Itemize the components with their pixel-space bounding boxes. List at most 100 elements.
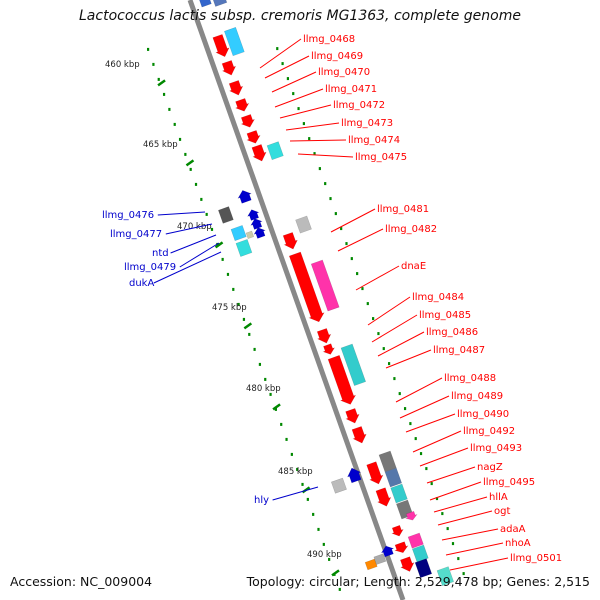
gene-box	[407, 532, 424, 549]
label-leader-line	[405, 413, 456, 433]
gene-arrow	[251, 143, 267, 162]
gene-arrow	[288, 251, 325, 323]
scale-tick-dot	[281, 62, 284, 66]
scale-major-tick	[331, 569, 340, 577]
gene-feature	[393, 541, 409, 554]
gene-feature	[378, 450, 397, 473]
label-leader-line	[272, 486, 319, 501]
gene-label-ntd: ntd	[152, 248, 169, 259]
label-leader-line	[449, 557, 509, 571]
label-leader-line	[419, 447, 469, 467]
scale-tick-dot	[173, 122, 176, 126]
scale-tick-dot	[200, 197, 203, 201]
gene-label-llmg_0468: llmg_0468	[303, 34, 355, 45]
gene-feature	[400, 556, 415, 572]
gene-feature	[407, 532, 424, 549]
gene-arrow	[250, 218, 263, 230]
scale-tick-dot	[435, 497, 439, 501]
scale-tick-dot	[178, 137, 182, 141]
gene-arrow	[345, 407, 360, 424]
label-leader-line	[285, 122, 340, 131]
scale-tick-dot	[205, 212, 208, 216]
scale-tick-dot	[313, 152, 316, 156]
gene-feature	[234, 97, 250, 112]
gene-feature	[436, 566, 454, 587]
gene-feature	[210, 0, 228, 7]
gene-arrow	[327, 354, 357, 405]
scale-tick-dot	[253, 347, 256, 351]
gene-feature	[373, 553, 387, 565]
gene-label-llmg_0486: llmg_0486	[426, 327, 478, 338]
scale-tick-dot	[296, 467, 299, 471]
gene-label-llmg_0475: llmg_0475	[355, 152, 407, 163]
gene-label-llmg_0469: llmg_0469	[311, 51, 363, 62]
scale-tick-dot	[366, 302, 369, 306]
scale-tick-dot	[398, 392, 401, 396]
gene-feature	[266, 141, 284, 161]
gene-label-llmg_0476: llmg_0476	[102, 210, 154, 221]
gene-feature	[245, 230, 255, 240]
scale-tick-dot	[451, 542, 455, 546]
gene-feature	[282, 231, 298, 250]
gene-box	[235, 239, 253, 257]
scale-tick-dot	[146, 47, 150, 51]
gene-arrow	[221, 59, 237, 76]
scale-tick-dot	[393, 377, 396, 381]
gene-label-nhoa: nhoA	[505, 538, 531, 549]
scale-tick-dot	[237, 302, 240, 306]
scale-tick-dot	[152, 62, 155, 66]
label-leader-line	[165, 223, 213, 235]
gene-arrow	[366, 461, 384, 485]
gene-label-llmg_0474: llmg_0474	[348, 135, 400, 146]
label-leader-line	[433, 496, 488, 513]
gene-feature	[288, 251, 325, 323]
gene-box	[390, 483, 408, 504]
accession-text: Accession: NC_009004	[10, 574, 153, 589]
gene-feature	[247, 209, 260, 221]
scale-tick-dot	[269, 392, 272, 396]
gene-box	[224, 26, 245, 57]
gene-label-adaa: adaA	[500, 524, 526, 535]
gene-box	[198, 0, 212, 8]
gene-feature	[345, 407, 360, 424]
gene-arrow	[347, 467, 362, 484]
gene-feature	[246, 129, 261, 144]
gene-label-llmg_0472: llmg_0472	[333, 100, 385, 111]
gene-arrow	[253, 227, 267, 239]
scale-tick-dot	[226, 272, 230, 276]
gene-feature	[250, 218, 263, 230]
gene-box	[340, 343, 367, 386]
label-leader-line	[412, 430, 462, 453]
gene-box	[245, 230, 255, 240]
scale-tick-dot	[297, 107, 300, 111]
scale-label: 460 kbp	[105, 60, 140, 70]
gene-feature	[228, 79, 244, 96]
gene-label-llmg_0479: llmg_0479	[124, 262, 176, 273]
gene-feature	[310, 259, 340, 312]
label-leader-line	[429, 481, 482, 501]
gene-label-llmg_0470: llmg_0470	[318, 67, 370, 78]
gene-label-llmg_0484: llmg_0484	[412, 292, 464, 303]
scale-tick-dot	[290, 452, 293, 456]
label-leader-line	[399, 395, 450, 419]
gene-feature	[224, 26, 245, 57]
scale-tick-dot	[276, 47, 279, 51]
gene-arrow	[212, 33, 230, 58]
gene-arrow	[240, 113, 256, 128]
gene-label-llmg_0487: llmg_0487	[433, 345, 485, 356]
scale-tick-dot	[286, 77, 290, 81]
scale-tick-dot	[377, 332, 380, 336]
label-leader-line	[297, 153, 354, 158]
gene-feature	[198, 0, 212, 8]
label-leader-line	[157, 211, 206, 216]
gene-label-llmg_0501: llmg_0501	[510, 553, 562, 564]
scale-tick-dot	[338, 587, 341, 591]
gene-feature	[240, 113, 256, 128]
gene-box	[310, 259, 340, 312]
gene-arrow	[400, 556, 415, 572]
scale-tick-dot	[414, 437, 417, 441]
label-leader-line	[271, 71, 317, 93]
scale-tick-dot	[302, 122, 305, 126]
